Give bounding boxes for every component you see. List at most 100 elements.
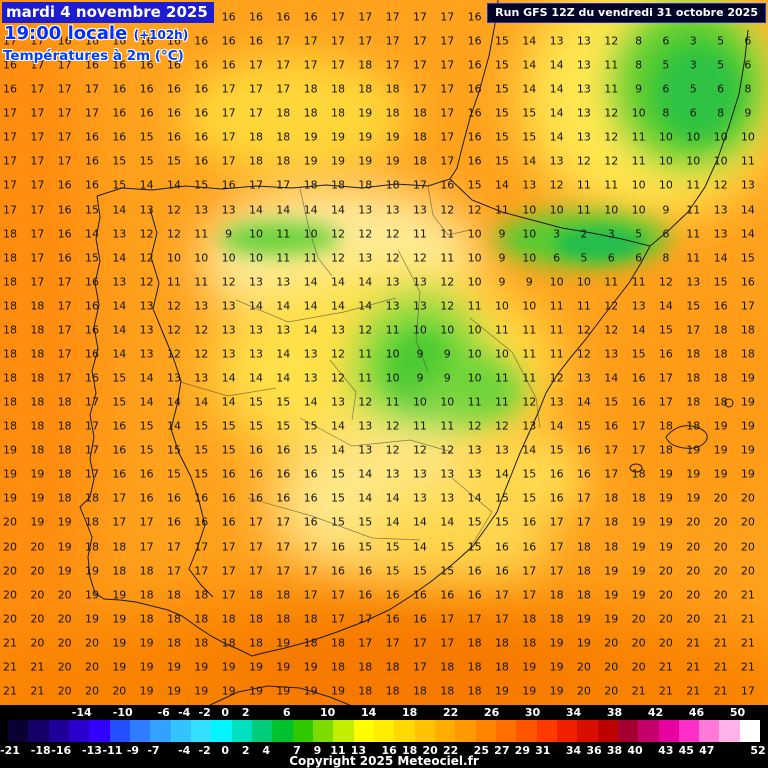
temp-value: 20 <box>713 540 728 554</box>
temp-value: 18 <box>112 540 127 554</box>
temp-value: 19 <box>303 660 318 674</box>
temp-value: 12 <box>166 203 181 217</box>
temp-value: 19 <box>713 443 728 457</box>
temp-value: 11 <box>440 227 455 241</box>
temp-value: 18 <box>358 660 373 674</box>
temp-value: 9 <box>443 347 451 361</box>
temp-value: 17 <box>30 34 45 48</box>
temp-value: 16 <box>440 588 455 602</box>
scale-label: 11 <box>330 744 346 757</box>
temp-value: 15 <box>194 178 209 192</box>
temp-value: 13 <box>139 203 154 217</box>
temp-value: 16 <box>84 154 99 168</box>
temp-value: 13 <box>576 371 591 385</box>
temp-value: 16 <box>84 58 99 72</box>
scale-color-cell <box>516 720 537 742</box>
color-blob <box>600 280 768 520</box>
temp-value: 18 <box>494 636 509 650</box>
temp-value: 15 <box>303 419 318 433</box>
temp-value: 21 <box>3 636 17 650</box>
temp-value: 18 <box>658 443 673 457</box>
regional-borders <box>179 185 541 549</box>
temp-value: 17 <box>57 82 72 96</box>
temp-value: 19 <box>740 419 755 433</box>
temp-value: 19 <box>358 154 373 168</box>
scale-color-cell <box>638 720 659 742</box>
temp-value: 20 <box>57 660 72 674</box>
temp-value: 18 <box>412 106 427 120</box>
temp-value: 19 <box>576 636 591 650</box>
scale-bar <box>8 720 761 742</box>
temp-value: 21 <box>740 636 755 650</box>
temp-value: 21 <box>631 684 646 698</box>
temp-value: 8 <box>635 34 643 48</box>
temp-value: 16 <box>112 443 127 457</box>
scale-color-cell <box>373 720 395 742</box>
temp-value: 17 <box>3 178 17 192</box>
temp-value: 17 <box>139 515 154 529</box>
temp-value: 15 <box>221 419 236 433</box>
temp-value: 10 <box>221 251 236 265</box>
temp-value: 16 <box>467 58 482 72</box>
temp-value: 11 <box>440 419 455 433</box>
temp-value: 14 <box>330 299 345 313</box>
temp-value: 19 <box>631 540 646 554</box>
temp-value: 15 <box>467 178 482 192</box>
temp-value: 21 <box>713 660 728 674</box>
temp-value: 20 <box>3 540 17 554</box>
temp-value: 21 <box>3 660 17 674</box>
temp-value: 15 <box>658 323 673 337</box>
temp-value: 16 <box>221 34 236 48</box>
temp-value: 14 <box>276 203 291 217</box>
temp-value: 20 <box>30 612 45 626</box>
temp-value: 21 <box>713 612 728 626</box>
temp-value: 6 <box>689 106 697 120</box>
scale-color-cell <box>272 720 293 742</box>
scale-label: 13 <box>350 744 367 757</box>
temp-value: 14 <box>139 395 154 409</box>
temp-value: 20 <box>604 660 619 674</box>
temp-value: 12 <box>139 251 154 265</box>
temp-value: 18 <box>576 564 591 578</box>
temp-value: 10 <box>412 323 427 337</box>
temp-value: 20 <box>30 540 45 554</box>
temp-value: 17 <box>3 203 17 217</box>
temp-value: 14 <box>549 58 564 72</box>
temp-value: 15 <box>385 564 400 578</box>
temp-value: 15 <box>522 491 537 505</box>
temp-value: 12 <box>358 395 373 409</box>
temp-value: 2 <box>580 227 588 241</box>
temp-value: 13 <box>194 371 209 385</box>
temp-value: 12 <box>139 227 154 241</box>
temp-value: 19 <box>686 491 701 505</box>
temp-value: 20 <box>30 564 45 578</box>
temp-value: 13 <box>112 275 127 289</box>
temp-value: 13 <box>194 203 209 217</box>
temp-value: 11 <box>276 251 291 265</box>
run-info: Run GFS 12Z du vendredi 31 octobre 2025 <box>487 3 766 23</box>
temp-value: 17 <box>84 467 99 481</box>
temp-value: 12 <box>385 443 400 457</box>
temp-value: 18 <box>467 684 482 698</box>
temp-value: 6 <box>744 34 752 48</box>
temp-value: 17 <box>30 203 45 217</box>
temp-value: 16 <box>112 58 127 72</box>
temp-value: 13 <box>221 203 236 217</box>
temp-value: 15 <box>467 515 482 529</box>
temp-value: 17 <box>631 443 646 457</box>
temp-value: 13 <box>576 34 591 48</box>
temp-value: 14 <box>385 491 400 505</box>
temp-value: 16 <box>57 227 72 241</box>
temp-value: 19 <box>631 564 646 578</box>
temp-value: 16 <box>57 251 72 265</box>
temp-value: 11 <box>467 299 482 313</box>
temp-value: 16 <box>139 106 154 120</box>
temp-value: 17 <box>221 82 236 96</box>
temp-value: 17 <box>30 130 45 144</box>
temp-value: 17 <box>166 564 181 578</box>
temp-value: 10 <box>604 203 619 217</box>
temp-value: 17 <box>221 564 236 578</box>
temp-value: 17 <box>30 82 45 96</box>
temp-value: 18 <box>330 636 345 650</box>
scale-color-cell <box>455 720 476 742</box>
